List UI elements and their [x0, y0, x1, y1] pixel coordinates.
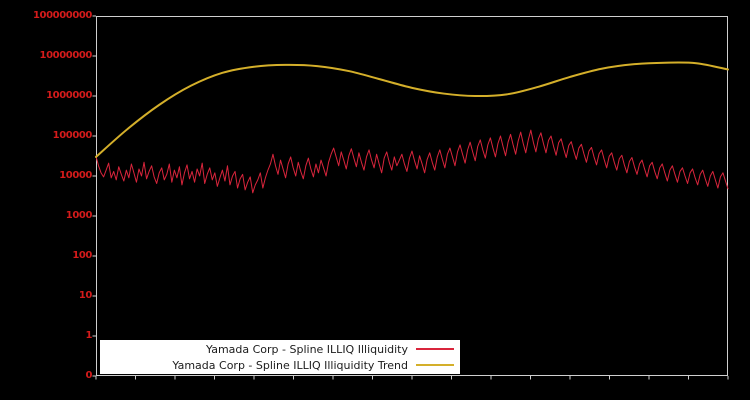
legend-entry-illiquidity-trend: Yamada Corp - Spline ILLIQ Illiquidity T…: [100, 357, 454, 373]
y-axis-ticks: [92, 15, 96, 377]
series-line-illiquidity: [95, 129, 729, 194]
plot-area: [96, 16, 728, 376]
legend-label-illiquidity: Yamada Corp - Spline ILLIQ Illiquidity: [206, 342, 408, 356]
legend: Yamada Corp - Spline ILLIQ Illiquidity Y…: [100, 340, 460, 374]
y-tick-label: 0: [85, 370, 92, 381]
y-tick-label: 1: [85, 330, 92, 341]
legend-swatch-illiquidity: [416, 348, 454, 350]
y-tick-label: 10000000: [39, 50, 93, 61]
y-tick-label: 100000000: [32, 10, 92, 21]
legend-label-illiquidity-trend: Yamada Corp - Spline ILLIQ Illiquidity T…: [172, 358, 408, 372]
y-tick-label: 10000: [59, 170, 92, 181]
legend-swatch-illiquidity-trend: [416, 364, 454, 366]
y-tick-label: 10: [78, 290, 93, 301]
legend-entry-illiquidity: Yamada Corp - Spline ILLIQ Illiquidity: [100, 341, 454, 357]
y-tick-label: 1000: [65, 210, 93, 221]
x-axis-ticks: [95, 376, 729, 380]
y-tick-label: 1000000: [46, 90, 92, 101]
series-line-illiquidity-trend: [95, 61, 729, 158]
y-axis-tick-labels: 100000000 10000000 1000000 100000 10000 1000 1…: [0, 0, 92, 400]
y-tick-label: 100000: [52, 130, 93, 141]
y-tick-label: 100: [72, 250, 92, 261]
